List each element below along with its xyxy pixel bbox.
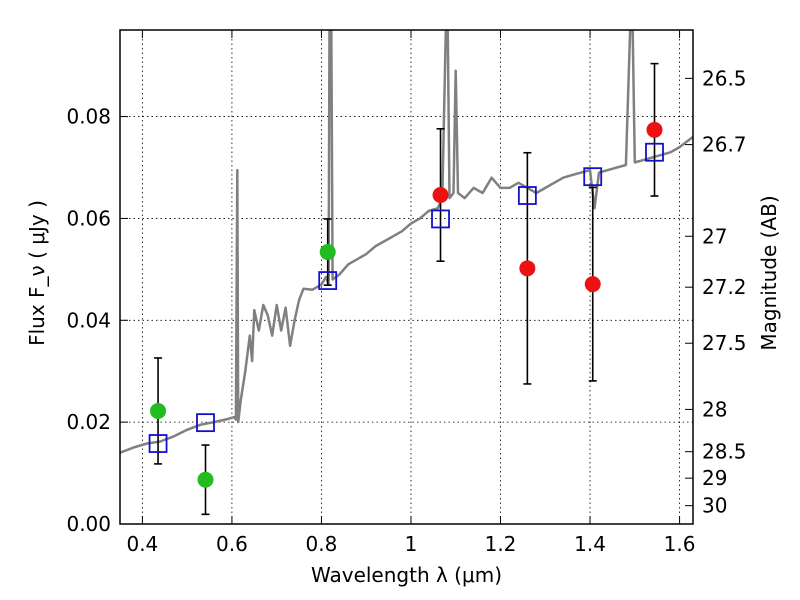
square-marker [148,434,168,453]
x-tick-label: 0.4 [126,532,158,556]
right-tick-label: 28.5 [702,440,747,464]
right-tick-label: 28 [702,397,727,421]
x-tick-label: 0.8 [306,532,338,556]
square-marker [318,271,338,290]
y-tick-label: 0.04 [66,308,111,332]
right-tick-label: 29 [702,466,727,490]
right-tick-label: 27.5 [702,331,747,355]
data-markers [148,121,664,488]
model-spectrum [120,30,693,454]
y-tick-label: 0.00 [66,512,111,536]
x-tick-label: 1.2 [485,532,517,556]
y-axis-label: Flux F_ν ( μJy ) [25,200,49,346]
square-marker [196,413,215,433]
right-tick-label: 26.7 [702,133,747,157]
right-tick-label: 27 [702,224,727,248]
y-axis-ticks: 0.00 0.02 0.04 0.06 0.08 [66,105,128,536]
square-marker [517,186,537,205]
x-axis-ticks: 0.4 0.6 0.8 1 1.2 1.4 1.6 [126,30,695,556]
right-axis-ticks: 26.5 26.7 27 27.2 27.5 28 28.529 30 [685,66,747,518]
circle-marker [432,187,449,204]
right-tick-label: 27.2 [702,275,747,299]
x-tick-label: 1 [405,532,418,556]
x-tick-label: 1.4 [574,532,606,556]
circle-marker [646,121,663,138]
right-tick-label: 30 [702,494,727,518]
y-tick-label: 0.08 [66,105,111,129]
plot-frame [119,29,694,525]
circle-marker [197,471,214,488]
circle-marker [319,244,336,261]
circle-marker [519,260,536,277]
spectrum-line [120,30,693,454]
x-axis-label: Wavelength λ (μm) [311,563,502,587]
error-bars [154,62,659,516]
right-axis-label: Magnitude (AB) [757,195,781,350]
square-marker [583,167,603,187]
circle-marker [584,276,601,293]
x-tick-label: 0.6 [216,532,248,556]
y-tick-label: 0.02 [66,410,111,434]
right-tick-label: 26.5 [702,66,747,90]
x-tick-label: 1.6 [664,532,696,556]
square-marker [431,209,450,229]
circle-marker [150,402,167,419]
y-tick-label: 0.06 [66,206,111,230]
square-marker [645,142,664,162]
